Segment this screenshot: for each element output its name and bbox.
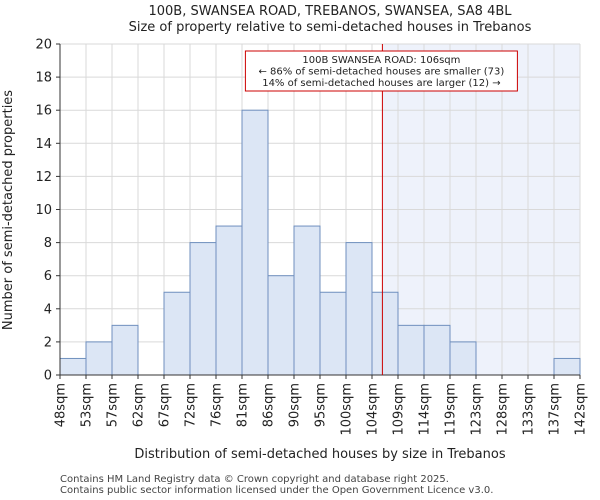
x-tick-label: 142sqm	[574, 383, 589, 436]
x-tick-label: 114sqm	[418, 383, 433, 436]
annotation-box: 100B SWANSEA ROAD: 106sqm← 86% of semi-d…	[244, 50, 518, 92]
y-tick-label: 0	[44, 369, 52, 384]
x-tick-label: 133sqm	[522, 383, 537, 436]
histogram-bar	[345, 242, 373, 376]
histogram-bar	[371, 291, 399, 376]
x-tick-label: 119sqm	[444, 383, 459, 436]
x-tick-label: 72sqm	[184, 383, 199, 427]
y-tick-label: 20	[35, 38, 52, 53]
x-tick-label: 100sqm	[340, 383, 355, 436]
y-tick-label: 6	[44, 269, 52, 284]
histogram-bar	[267, 275, 295, 376]
y-tick-label: 18	[35, 71, 52, 86]
histogram-bar	[553, 357, 581, 376]
histogram-bar	[163, 291, 191, 376]
annotation-line-2: ← 86% of semi-detached houses are smalle…	[258, 67, 504, 78]
histogram-bar	[85, 341, 113, 376]
x-tick-label: 53sqm	[80, 383, 95, 427]
histogram-bar	[215, 225, 243, 376]
chart-title-line-2: Size of property relative to semi-detach…	[129, 20, 532, 35]
x-tick-label: 62sqm	[132, 383, 147, 427]
x-tick-label: 137sqm	[548, 383, 563, 436]
y-tick-label: 2	[44, 335, 52, 350]
x-tick-label: 57sqm	[106, 383, 121, 427]
annotation-line-3: 14% of semi-detached houses are larger (…	[262, 78, 500, 89]
x-tick-label: 123sqm	[470, 383, 485, 436]
x-tick-label: 104sqm	[366, 383, 381, 436]
footer-copyright: Contains HM Land Registry data © Crown c…	[60, 474, 449, 485]
y-tick-label: 8	[44, 236, 52, 251]
histogram-bar	[241, 109, 269, 376]
x-tick-label: 67sqm	[158, 383, 173, 427]
y-tick-label: 14	[35, 137, 52, 152]
histogram-bar	[397, 324, 425, 376]
x-tick-label: 95sqm	[314, 383, 329, 427]
x-tick-label: 76sqm	[210, 383, 225, 427]
x-tick-label: 109sqm	[392, 383, 407, 436]
x-axis-label: Distribution of semi-detached houses by …	[134, 447, 505, 462]
histogram-bar	[59, 357, 87, 376]
histogram-bar	[319, 291, 347, 376]
y-tick-label: 10	[35, 203, 52, 218]
annotation-line-1: 100B SWANSEA ROAD: 106sqm	[302, 55, 460, 66]
chart-title: 100B, SWANSEA ROAD, TREBANOS, SWANSEA, S…	[129, 4, 532, 35]
x-tick-label: 48sqm	[54, 383, 69, 427]
histogram-bar	[449, 341, 477, 376]
y-axis-label: Number of semi-detached properties	[1, 90, 16, 330]
histogram-bar	[423, 324, 451, 376]
x-tick-label: 81sqm	[236, 383, 251, 427]
histogram-bar	[111, 324, 139, 376]
y-tick-label: 16	[35, 104, 52, 119]
y-tick-label: 4	[44, 302, 52, 317]
y-tick-label: 12	[35, 170, 52, 185]
histogram-bar	[293, 225, 321, 376]
x-tick-label: 86sqm	[262, 383, 277, 427]
bars	[59, 109, 581, 376]
histogram-bar	[189, 242, 217, 376]
x-tick-label: 90sqm	[288, 383, 303, 427]
chart-title-line-1: 100B, SWANSEA ROAD, TREBANOS, SWANSEA, S…	[148, 4, 512, 19]
annotation-box-frame	[244, 50, 518, 92]
axes: 0 2 4 6 8 10 12 14 16 18 20 48sqm 53sqm 57sqm 62sqm 67s…	[35, 38, 588, 436]
x-tick-label: 128sqm	[496, 383, 511, 436]
footer-licence: Contains public sector information licen…	[60, 485, 494, 496]
